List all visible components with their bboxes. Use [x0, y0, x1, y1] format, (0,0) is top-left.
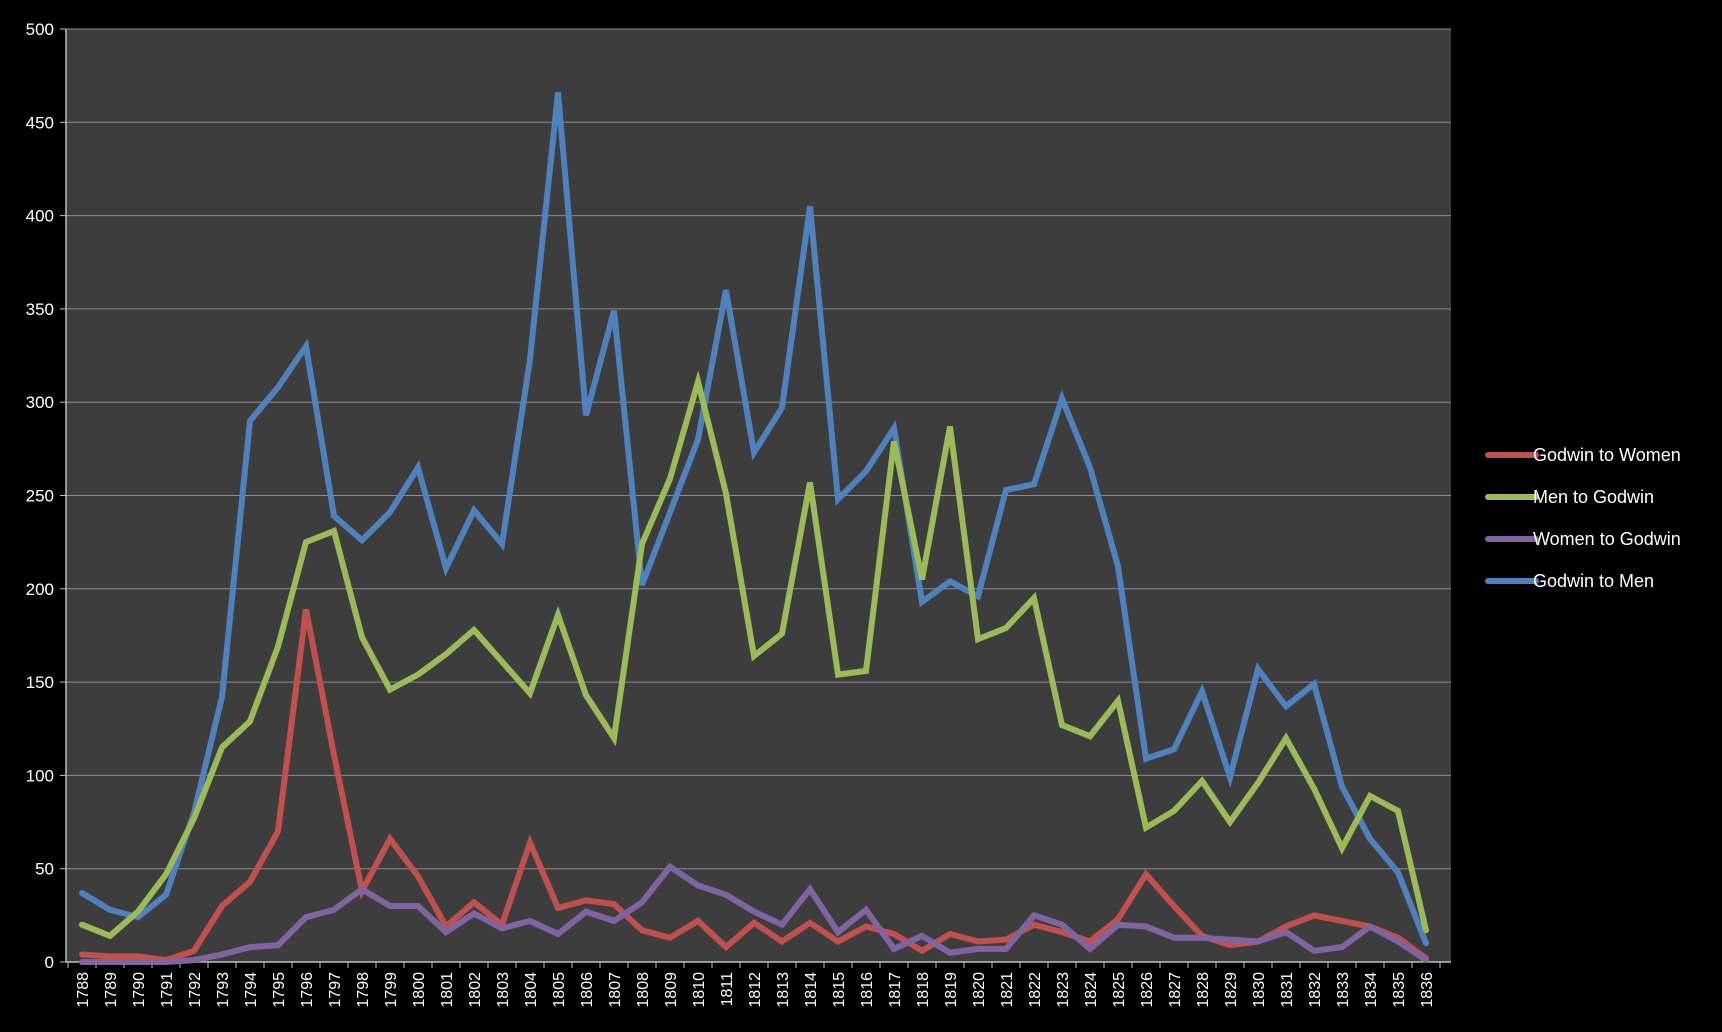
- x-tick-label: 1791: [159, 972, 176, 1008]
- x-tick-label: 1798: [355, 972, 372, 1008]
- x-tick-label: 1801: [439, 972, 456, 1008]
- x-tick-label: 1804: [523, 972, 540, 1008]
- y-axis-tick-labels: 0 50 100 150 200 250 300 350 400 450 500: [26, 20, 54, 972]
- x-axis-tick-labels: 1788 1789 1790 1791 1792 1793 1794 1795 1796 1797…: [75, 972, 1436, 1008]
- x-tick-label: 1820: [971, 972, 988, 1008]
- x-tick-label: 1810: [691, 972, 708, 1008]
- y-tick-label: 450: [26, 113, 54, 132]
- series-line-men-to-godwin: [79, 370, 1429, 940]
- x-tick-label: 1799: [383, 972, 400, 1008]
- x-tick-label: 1811: [719, 972, 736, 1007]
- x-tick-label: 1792: [187, 972, 204, 1008]
- legend-item: Men to Godwin: [1485, 487, 1654, 507]
- x-tick-label: 1815: [831, 972, 848, 1008]
- x-tick-label: 1789: [103, 972, 120, 1008]
- x-tick-label: 1800: [411, 972, 428, 1008]
- x-tick-label: 1795: [271, 972, 288, 1008]
- x-tick-label: 1832: [1307, 972, 1324, 1008]
- x-tick-label: 1818: [915, 972, 932, 1008]
- x-tick-label: 1831: [1279, 972, 1296, 1008]
- legend: Godwin to Women Men to Godwin Women to God…: [1485, 445, 1681, 591]
- x-tick-label: 1814: [803, 972, 820, 1008]
- x-tick-label: 1806: [579, 972, 596, 1008]
- y-tick-label: 150: [26, 673, 54, 692]
- x-tick-label: 1790: [131, 972, 148, 1008]
- legend-item: Godwin to Women: [1485, 445, 1681, 465]
- x-tick-label: 1826: [1139, 972, 1156, 1008]
- x-tick-label: 1805: [551, 972, 568, 1008]
- legend-item: Women to Godwin: [1485, 529, 1681, 549]
- axes: [65, 29, 1451, 968]
- x-tick-label: 1807: [607, 972, 624, 1008]
- x-tick-label: 1827: [1167, 972, 1184, 1008]
- x-tick-label: 1829: [1223, 972, 1240, 1008]
- y-tick-label: 200: [26, 580, 54, 599]
- x-tick-label: 1834: [1363, 972, 1380, 1008]
- x-tick-label: 1819: [943, 972, 960, 1008]
- y-tick-label: 50: [35, 860, 54, 879]
- series-lines: [79, 92, 1429, 965]
- x-tick-label: 1796: [299, 972, 316, 1008]
- series-line-women-to-godwin: [79, 862, 1429, 965]
- y-tick-label: 0: [45, 953, 54, 972]
- x-tick-label: 1812: [747, 972, 764, 1008]
- legend-item: Godwin to Men: [1485, 571, 1654, 591]
- x-tick-label: 1824: [1083, 972, 1100, 1008]
- x-tick-label: 1817: [887, 972, 904, 1008]
- x-tick-label: 1835: [1391, 972, 1408, 1008]
- y-tick-label: 500: [26, 20, 54, 39]
- x-tick-label: 1793: [215, 972, 232, 1008]
- x-tick-label: 1830: [1251, 972, 1268, 1008]
- x-tick-label: 1825: [1111, 972, 1128, 1008]
- x-tick-label: 1797: [327, 972, 344, 1008]
- x-tick-label: 1808: [635, 972, 652, 1008]
- legend-label: Men to Godwin: [1533, 487, 1654, 507]
- gridlines: [60, 28, 1451, 963]
- x-tick-label: 1816: [859, 972, 876, 1008]
- y-tick-label: 400: [26, 207, 54, 226]
- y-tick-label: 350: [26, 300, 54, 319]
- y-tick-label: 100: [26, 766, 54, 785]
- legend-label: Women to Godwin: [1533, 529, 1681, 549]
- x-tick-label: 1809: [663, 972, 680, 1008]
- x-tick-label: 1823: [1055, 972, 1072, 1008]
- series-line-godwin-to-men: [79, 92, 1429, 947]
- legend-label: Godwin to Men: [1533, 571, 1654, 591]
- x-tick-label: 1836: [1419, 972, 1436, 1008]
- x-tick-label: 1813: [775, 972, 792, 1008]
- x-tick-label: 1788: [75, 972, 92, 1008]
- x-tick-label: 1794: [243, 972, 260, 1008]
- x-tick-label: 1803: [495, 972, 512, 1008]
- x-tick-label: 1828: [1195, 972, 1212, 1008]
- y-tick-label: 300: [26, 393, 54, 412]
- legend-label: Godwin to Women: [1533, 445, 1681, 465]
- x-tick-label: 1822: [1027, 972, 1044, 1008]
- y-tick-label: 250: [26, 487, 54, 506]
- x-tick-label: 1833: [1335, 972, 1352, 1008]
- x-tick-label: 1821: [999, 972, 1016, 1008]
- x-tick-label: 1802: [467, 972, 484, 1008]
